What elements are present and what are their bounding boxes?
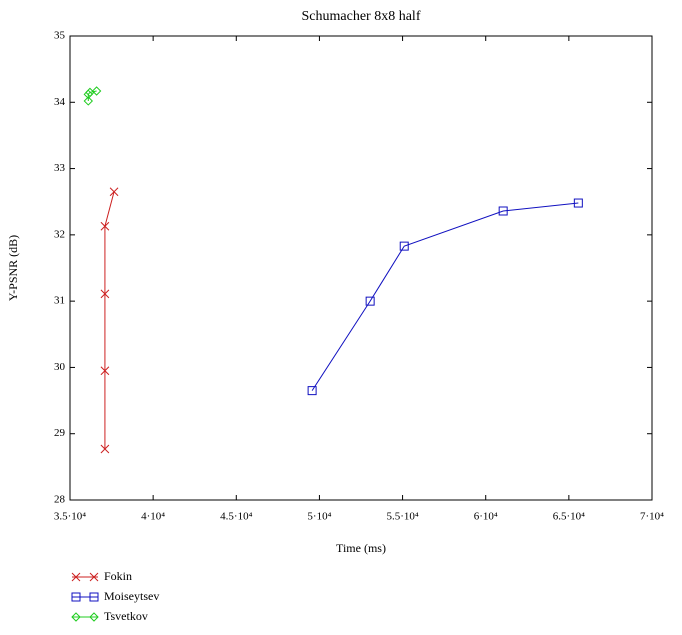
legend-marker	[89, 612, 99, 622]
marker	[365, 296, 375, 306]
y-tick-label: 28	[54, 494, 66, 506]
marker	[498, 206, 508, 216]
x-axis-label: Time (ms)	[336, 541, 386, 555]
x-tick-label: 4·10⁴	[141, 511, 165, 523]
legend-label: Fokin	[104, 569, 132, 583]
series-line	[104, 191, 115, 449]
marker	[399, 241, 409, 251]
marker	[100, 366, 110, 376]
legend-label: Moiseytsev	[104, 589, 159, 603]
legend-marker	[71, 592, 81, 602]
x-tick-label: 7·10⁴	[640, 511, 664, 523]
marker	[91, 86, 102, 96]
legend-marker	[89, 572, 99, 582]
y-axis-label: Y-PSNR (dB)	[6, 235, 20, 301]
legend-marker	[71, 612, 81, 622]
x-tick-label: 6.5·10⁴	[553, 511, 585, 523]
marker	[100, 289, 110, 299]
y-tick-label: 35	[54, 30, 66, 42]
marker	[573, 198, 583, 208]
legend-marker	[71, 572, 81, 582]
chart-title: Schumacher 8x8 half	[302, 9, 421, 24]
y-tick-label: 32	[54, 228, 65, 240]
x-tick-label: 4.5·10⁴	[220, 511, 252, 523]
y-tick-label: 30	[54, 361, 66, 373]
x-tick-label: 5·10⁴	[307, 511, 331, 523]
y-tick-label: 34	[54, 96, 66, 108]
marker	[109, 187, 119, 197]
x-tick-label: 5.5·10⁴	[386, 511, 418, 523]
marker	[100, 444, 110, 454]
x-tick-label: 3.5·10⁴	[54, 511, 86, 523]
series-line	[311, 202, 579, 391]
marker	[100, 221, 110, 231]
y-tick-label: 33	[54, 162, 66, 174]
x-tick-label: 6·10⁴	[474, 511, 498, 523]
marker	[307, 386, 317, 396]
plot-frame	[69, 35, 653, 501]
y-tick-label: 29	[54, 427, 66, 439]
marker	[83, 89, 93, 100]
y-tick-label: 31	[54, 295, 65, 307]
legend-label: Tsvetkov	[104, 609, 148, 623]
marker	[83, 96, 93, 106]
legend-marker	[89, 592, 99, 602]
